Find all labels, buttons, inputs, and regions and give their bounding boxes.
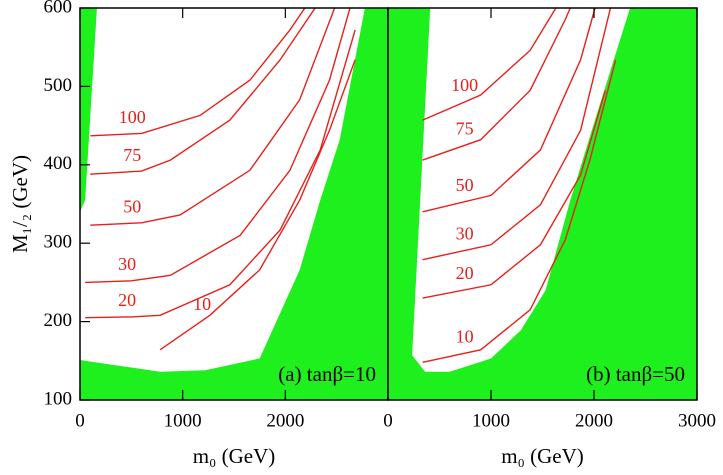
excluded-region xyxy=(388,8,697,400)
y-tick-label: 200 xyxy=(44,310,73,331)
contour-label: 30 xyxy=(456,224,474,244)
contour-line xyxy=(90,8,336,226)
contour-label: 50 xyxy=(456,175,474,195)
excluded-region xyxy=(388,8,431,400)
y-axis-label: M₁/₂ (GeV) xyxy=(8,155,32,253)
contour-line xyxy=(422,59,617,364)
contour-label: 10 xyxy=(193,294,211,314)
contour-line xyxy=(90,8,306,137)
contour-line xyxy=(422,8,596,213)
x-tick-label: 2000 xyxy=(575,410,613,431)
x-tick-label: 0 xyxy=(383,410,393,431)
x-axis-label: m₀ (GeV) xyxy=(501,444,584,468)
y-tick-label: 300 xyxy=(44,232,73,253)
contour-line xyxy=(422,8,571,161)
contour-label: 50 xyxy=(123,196,141,216)
contour-line xyxy=(85,29,356,319)
contour-line xyxy=(85,8,351,284)
contour-line xyxy=(422,8,612,261)
contour-label: 20 xyxy=(118,290,136,310)
y-tick-label: 500 xyxy=(44,75,73,96)
x-tick-label: 1000 xyxy=(472,410,510,431)
panel-frame xyxy=(387,7,698,401)
panel-annotation: (b) tanβ=50 xyxy=(586,362,685,386)
x-tick-label: 1000 xyxy=(164,410,202,431)
x-tick-label: 3000 xyxy=(678,410,716,431)
contour-label: 30 xyxy=(118,254,136,274)
x-axis-label: m₀ (GeV) xyxy=(193,444,276,468)
y-tick-label: 600 xyxy=(44,0,73,17)
plot-area xyxy=(388,8,697,400)
excluded-region xyxy=(80,8,97,212)
x-tick-label: 2000 xyxy=(266,410,304,431)
contour-line xyxy=(422,8,557,121)
excluded-region xyxy=(80,8,388,400)
contour-label: 10 xyxy=(456,326,474,346)
contour-line xyxy=(90,8,316,175)
contour-label: 100 xyxy=(451,75,478,95)
contour-label: 20 xyxy=(456,263,474,283)
contour-line xyxy=(159,59,356,351)
contour-label: 75 xyxy=(456,118,474,138)
x-tick-label: 0 xyxy=(75,410,85,431)
panel-annotation: (a) tanβ=10 xyxy=(278,362,376,386)
y-tick-label: 100 xyxy=(44,388,73,409)
plot-area xyxy=(80,8,388,400)
contour-label: 75 xyxy=(123,145,141,165)
y-tick-label: 400 xyxy=(44,153,73,174)
contour-line xyxy=(422,90,607,299)
contour-label: 100 xyxy=(119,107,146,127)
